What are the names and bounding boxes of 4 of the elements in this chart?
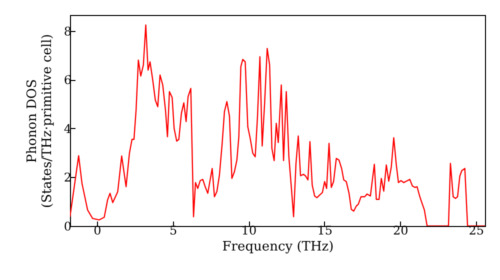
y-tick-label: 4 — [64, 122, 72, 136]
y-axis-title: Phonon DOS (States/THz·primitive cell) — [24, 34, 55, 208]
line-series — [70, 24, 485, 226]
x-axis-title: Frequency (THz) — [222, 240, 334, 254]
